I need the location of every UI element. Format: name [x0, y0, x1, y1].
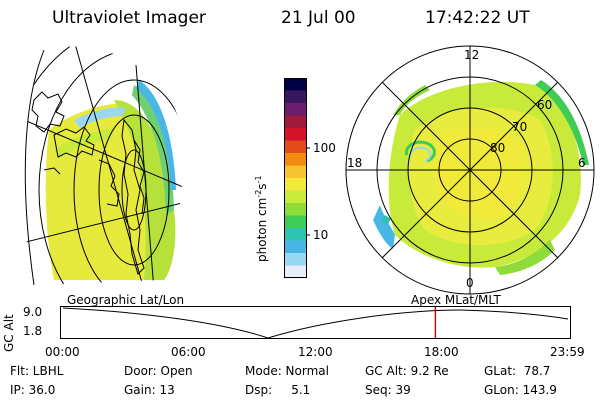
gc-alt-info: GC Alt: 9.2 Re — [365, 364, 449, 378]
timeline-x-tick: 23:59 — [550, 345, 585, 359]
colorbar-tick-100: 100 — [313, 141, 336, 155]
glon-info: GLon: 143.9 — [484, 383, 557, 397]
seq-info: Seq: 39 — [365, 383, 411, 397]
timeline-right-title: Apex MLat/MLT — [411, 293, 501, 307]
timeline-x-ticks: 00:00 06:00 12:00 18:00 23:59 — [0, 345, 600, 361]
colorbar-band — [284, 90, 307, 104]
mlt-label-12: 12 — [464, 48, 480, 62]
colorbar-band — [284, 115, 307, 129]
colorbar-band — [284, 228, 307, 242]
colorbar-tick-10: 10 — [313, 228, 329, 242]
colorbar-band — [284, 190, 307, 204]
timeline-left-title: Geographic Lat/Lon — [67, 293, 185, 307]
colorbar-band — [284, 240, 307, 254]
instrument-title: Ultraviolet Imager — [52, 8, 206, 28]
filter-info: Flt: LBHL — [10, 364, 64, 378]
colorbar-unit-label: photon cm-2s-1 — [254, 175, 269, 262]
lat-label-60: 60 — [537, 98, 553, 112]
altitude-timeline — [60, 306, 571, 339]
mlt-label-0: 0 — [466, 276, 474, 290]
mode-info: Mode: Normal — [245, 364, 329, 378]
timeline-x-tick: 06:00 — [171, 345, 206, 359]
date-label: 21 Jul 00 — [281, 8, 356, 28]
timeline-x-tick: 00:00 — [45, 345, 80, 359]
colorbar-band — [284, 153, 307, 167]
timeline-y-bottom: 1.8 — [23, 324, 43, 338]
door-info: Door: Open — [124, 364, 193, 378]
mlt-label-18: 18 — [347, 156, 363, 170]
ip-info: IP: 36.0 — [10, 383, 56, 397]
colorbar-band — [284, 203, 307, 217]
colorbar — [284, 78, 310, 279]
polar-plot — [345, 45, 595, 295]
dsp-info: Dsp: 5.1 — [245, 383, 311, 397]
colorbar-band — [284, 265, 307, 279]
lat-label-80: 80 — [490, 141, 506, 155]
timeline-x-tick: 18:00 — [424, 345, 459, 359]
colorbar-band — [284, 178, 307, 192]
gain-info: Gain: 13 — [124, 383, 175, 397]
time-label: 17:42:22 UT — [425, 8, 530, 28]
glat-info: GLat: 78.7 — [484, 364, 551, 378]
timeline-y-top: 9.0 — [23, 305, 43, 319]
colorbar-band — [284, 253, 307, 267]
colorbar-band — [284, 103, 307, 117]
colorbar-band — [284, 140, 307, 154]
colorbar-band — [284, 165, 307, 179]
mlt-label-6: 6 — [578, 156, 586, 170]
colorbar-band — [284, 78, 307, 92]
colorbar-band — [284, 128, 307, 142]
lat-label-70: 70 — [512, 120, 528, 134]
timeline-x-tick: 12:00 — [298, 345, 333, 359]
colorbar-band — [284, 215, 307, 229]
geographic-image — [23, 46, 184, 286]
